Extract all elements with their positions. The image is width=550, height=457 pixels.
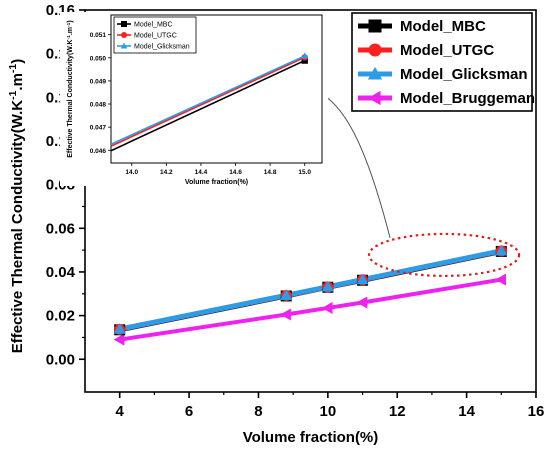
main-x-tick-label: 14 [458,403,475,420]
main-data-point [321,280,334,292]
inset-series-line-model-glicksman [110,55,306,145]
main-x-tick-label: 12 [389,403,406,420]
main-x-tick-label: 16 [528,403,545,420]
main-y-tick-label: 0.00 [46,351,75,368]
main-legend-swatch-marker [367,90,381,106]
inset-x-tick-label: 14.6 [229,169,242,176]
main-legend-swatch-marker [367,66,383,80]
main-y-tick-label: 0.04 [46,264,76,281]
main-data-point [280,289,293,300]
inset-y-tick-label: 0.049 [90,78,107,85]
inset-legend-label: Model_UTGC [134,33,177,40]
highlight-ellipse [367,232,521,278]
main-legend-swatch-marker [368,43,382,57]
main-x-tick-label: 10 [320,403,337,420]
inset-x-tick-label: 14.4 [195,169,208,176]
inset-x-tick-label: 15.0 [298,169,311,176]
main-data-point [495,244,508,256]
inset-legend-label: Model_MBC [134,22,173,29]
inset-x-tick-label: 14.2 [160,169,173,176]
main-legend-label: Model_Glicksman [400,66,528,83]
inset-y-tick-label: 0.051 [90,32,107,39]
inset-x-tick-label: 14.0 [125,169,138,176]
main-plot-frame [84,9,537,393]
inset-data-point [301,52,309,59]
inset-legend-label: Model_Glicksman [134,44,190,51]
main-data-point [356,296,368,309]
inset-legend-swatch-marker [120,42,128,49]
main-y-tick-label: 0.02 [46,308,75,325]
main-legend-label: Model_MBC [400,18,486,35]
inset-series-line-model-mbc [110,59,306,152]
inset-data-point [301,57,308,64]
inset-y-tick-label: 0.046 [90,148,107,155]
inset-x-tick-label: 14.8 [264,169,277,176]
inset-series-line-model-utgc [110,56,306,147]
main-y-axis-title: Effective Thermal Conductivity(W.K-1.m-1… [7,59,26,354]
main-data-point [113,333,125,346]
inset-plot-frame [110,14,323,164]
main-y-tick-label: 0.06 [46,220,75,237]
main-data-point [495,273,506,286]
main-x-tick-label: 4 [116,403,125,420]
inset-y-axis-title: Effective Thermal Conductivity(W.K-1.m-1… [66,20,75,157]
inset-legend-swatch-marker [121,21,127,27]
main-legend-label: Model_UTGC [400,42,494,59]
inset-y-tick-label: 0.050 [90,55,107,62]
main-legend-box [351,12,533,112]
main-data-point [356,273,369,285]
inset-legend-swatch-marker [121,32,127,38]
inset-x-axis-title: Volume fraction(%) [185,179,248,186]
main-legend-label: Model_Bruggeman [400,90,535,107]
main-legend-swatch-marker [368,19,382,33]
main-data-point [113,323,126,334]
main-x-tick-label: 8 [254,403,262,420]
main-data-point [280,308,291,321]
main-x-tick-label: 6 [185,403,193,420]
main-data-point [321,301,333,315]
main-x-axis-title: Volume fraction(%) [243,429,379,446]
inset-y-tick-label: 0.048 [90,102,107,109]
inset-y-tick-label: 0.047 [90,125,107,132]
